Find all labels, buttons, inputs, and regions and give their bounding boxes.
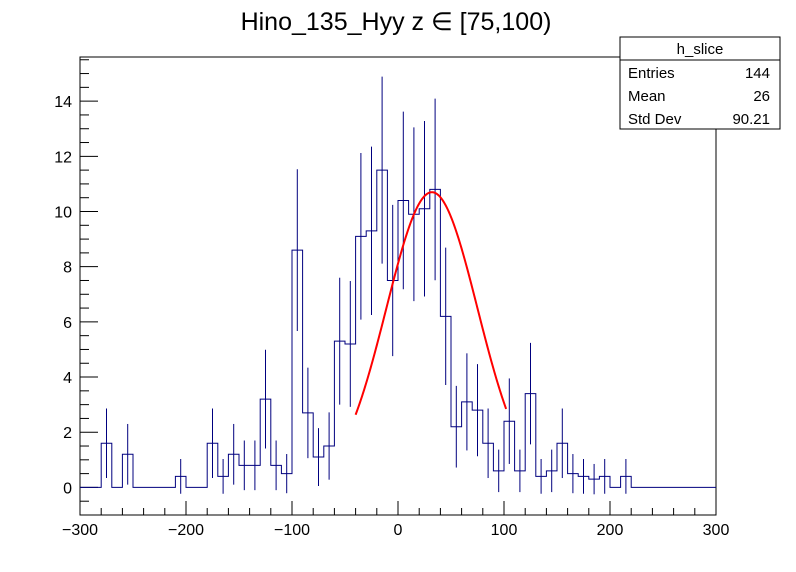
stats-box-title: h_slice [677, 41, 724, 58]
x-tick-label: 100 [491, 522, 518, 539]
x-axis: −300 −200 −100 0 100 200 300 [62, 501, 729, 539]
y-tick-label: 4 [63, 370, 72, 387]
y-tick-label: 8 [63, 260, 72, 277]
y-axis: 0 2 4 6 8 10 12 14 [54, 59, 98, 516]
x-tick-label: 200 [597, 522, 624, 539]
x-tick-label: −100 [274, 522, 310, 539]
x-tick-label: 300 [703, 522, 730, 539]
stats-entries-label: Entries [628, 65, 675, 82]
x-tick-label: −300 [62, 522, 98, 539]
histogram-steps [80, 169, 716, 488]
y-tick-label: 14 [54, 94, 72, 111]
fit-curve-group [354, 191, 508, 416]
y-tick-label: 10 [54, 205, 72, 222]
x-tick-label: 0 [394, 522, 403, 539]
stats-mean-label: Mean [628, 88, 666, 105]
histogram-series [80, 169, 716, 488]
x-tick-label: −200 [168, 522, 204, 539]
y-tick-label: 2 [63, 425, 72, 442]
y-tick-label: 0 [63, 480, 72, 497]
stats-stddev-value: 90.21 [732, 111, 770, 128]
stats-box: h_slice Entries 144 Mean 26 Std Dev 90.2… [619, 36, 781, 130]
gaussian-fit-curve [354, 191, 508, 416]
stats-entries-value: 144 [745, 65, 770, 82]
stats-box-frame [619, 36, 781, 130]
y-tick-label: 6 [63, 315, 72, 332]
stats-stddev-label: Std Dev [628, 111, 682, 128]
y-tick-label: 12 [54, 149, 72, 166]
error-bars [106, 76, 627, 495]
chart-title: Hino_135_Hyy z ∈ [75,100) [241, 8, 552, 36]
stats-mean-value: 26 [753, 88, 770, 105]
